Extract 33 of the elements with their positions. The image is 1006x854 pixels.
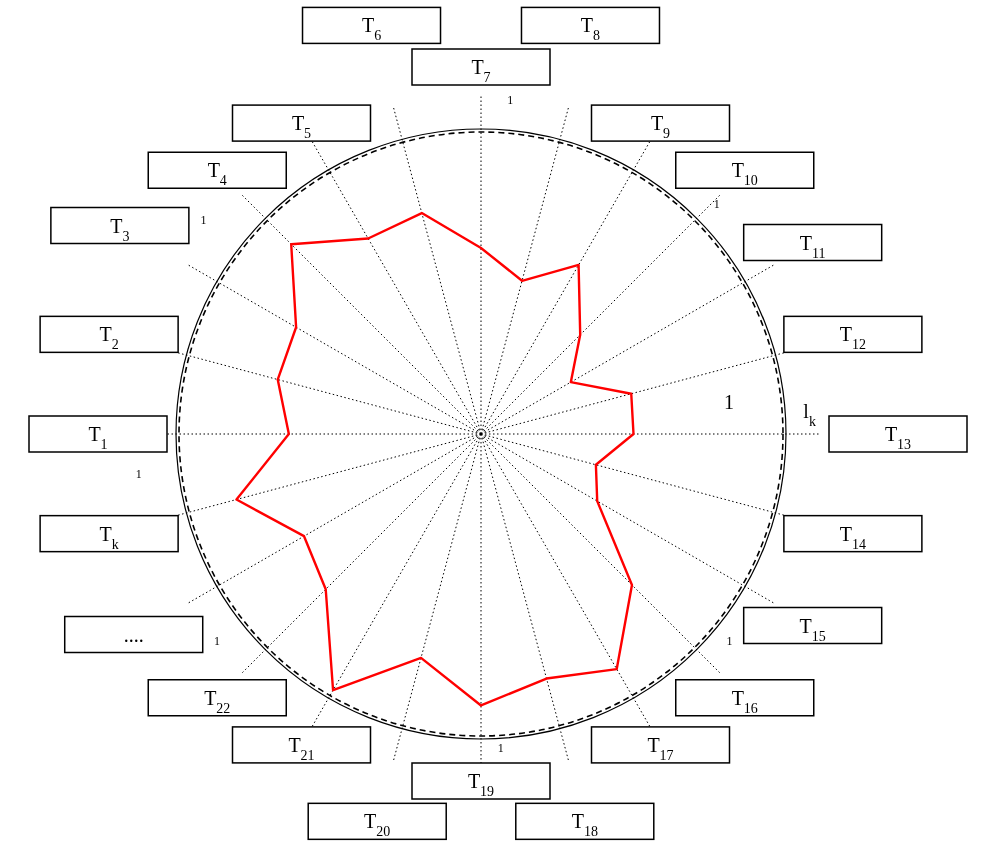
spoke-label: T$_{13}$ [884, 423, 912, 452]
spoke-label: T$_{k}$ [99, 522, 119, 552]
spoke-label: T$_{11}$ [799, 231, 826, 260]
text: 1 [724, 390, 735, 413]
spoke-label: .... [123, 623, 144, 646]
text: 1 [726, 634, 733, 649]
spoke-label: T$_{18}$ [571, 810, 598, 839]
text: 1 [507, 92, 514, 107]
spoke-label: T$_{21}$ [288, 733, 315, 763]
spoke-label: T$_{1}$ [88, 423, 108, 452]
spoke-label: T$_{5}$ [291, 112, 312, 141]
spoke-label: T$_{7}$ [471, 56, 491, 85]
text: 1 [200, 212, 207, 227]
spoke-label: T$_{10}$ [731, 159, 758, 188]
text: 1 [497, 740, 504, 755]
spoke-label: T$_{3}$ [110, 214, 130, 243]
spoke-label: T$_{4}$ [207, 159, 227, 188]
spoke-label: T$_{19}$ [467, 770, 495, 799]
text: 1 [713, 197, 720, 212]
spoke-label: T$_{20}$ [364, 810, 391, 839]
spoke-label: T$_{14}$ [839, 522, 866, 552]
spoke-label: T$_{2}$ [99, 323, 119, 352]
spoke-label: T$_{12}$ [839, 323, 866, 352]
text: 1 [135, 467, 142, 482]
spoke-label: T$_{8}$ [580, 14, 601, 43]
spoke-label: T$_{6}$ [361, 14, 382, 43]
spoke-label: T$_{16}$ [731, 686, 758, 716]
text: l$_{k}$ [803, 400, 816, 429]
text: 1 [213, 634, 220, 649]
spoke-label: T$_{17}$ [647, 733, 674, 763]
spoke-label: T$_{15}$ [799, 614, 826, 643]
spoke-label: T$_{22}$ [204, 686, 231, 716]
spoke-label: T$_{9}$ [650, 112, 671, 141]
